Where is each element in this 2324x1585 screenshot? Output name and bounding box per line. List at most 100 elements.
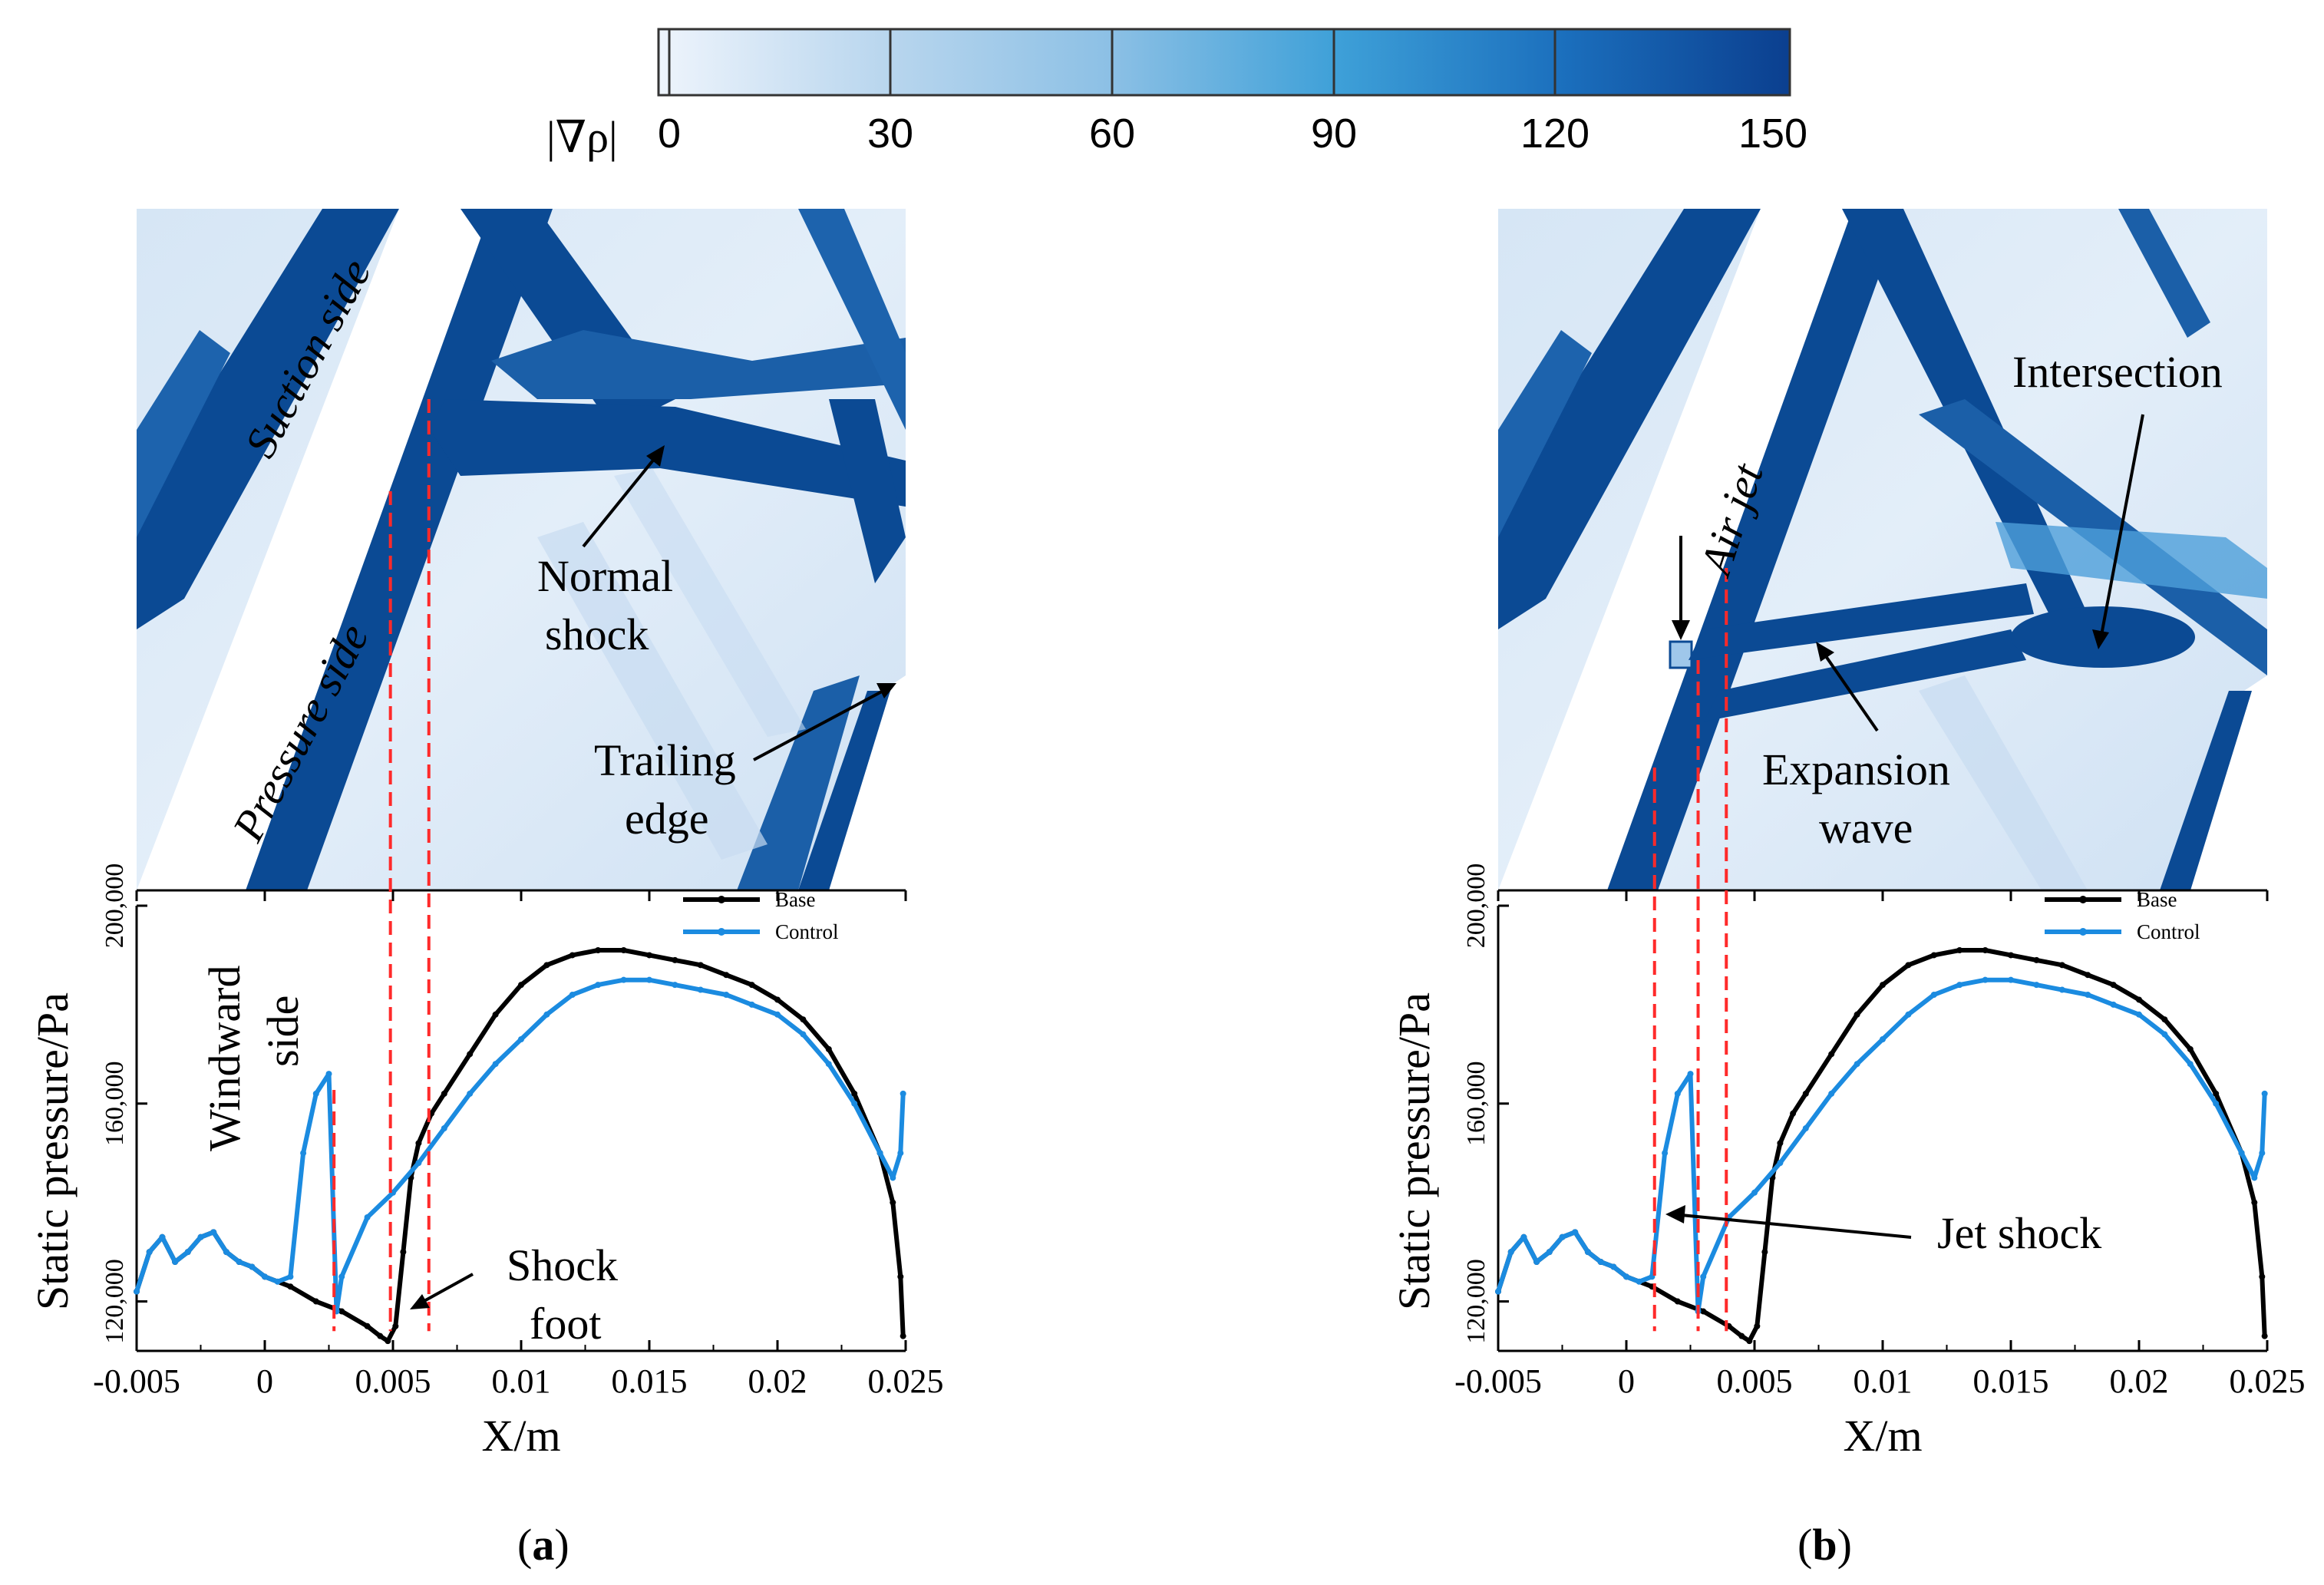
data-point-control xyxy=(595,982,602,989)
data-point-base xyxy=(2033,956,2040,963)
arrowhead-air-jet xyxy=(1672,620,1690,640)
data-point-control xyxy=(1572,1229,1579,1236)
data-point-control xyxy=(2058,986,2065,993)
label-expansion-wave-2: wave xyxy=(1819,803,1913,853)
data-point-control xyxy=(1597,1259,1604,1265)
x-tick-label: 0.025 xyxy=(2230,1362,2306,1400)
data-point-control xyxy=(146,1249,153,1256)
contour-panel-b xyxy=(1498,209,2267,890)
label-intersection: Intersection xyxy=(2012,347,2223,397)
chart-panel-b: -0.005 0 0.005 0.01 0.015 0.02 0.025 120,000 160… xyxy=(1389,568,2306,1461)
data-point-base xyxy=(748,982,755,989)
data-point-control xyxy=(2085,992,2091,998)
x-tick-label: 0 xyxy=(256,1362,273,1400)
data-point-base xyxy=(1828,1051,1835,1058)
data-point-base xyxy=(543,962,550,969)
x-tick-label: -0.005 xyxy=(93,1362,180,1400)
data-point-base xyxy=(400,1249,407,1256)
x-tick-label: 0.01 xyxy=(1854,1362,1913,1400)
data-point-control xyxy=(851,1100,858,1107)
data-point-base xyxy=(1674,1298,1681,1305)
data-point-base xyxy=(2058,962,2065,969)
data-point-base xyxy=(1700,1308,1707,1315)
legend-label-control: Control xyxy=(775,920,839,943)
data-point-base xyxy=(1982,947,1989,953)
y-tick-label: 200,000 xyxy=(1462,863,1490,949)
data-point-base xyxy=(467,1051,474,1058)
colorbar-tick-90: 90 xyxy=(1311,111,1357,157)
x-tick-label: 0 xyxy=(1618,1362,1635,1400)
data-point-control xyxy=(223,1249,229,1256)
y-tick-label: 160,000 xyxy=(1462,1062,1490,1147)
data-point-base xyxy=(518,982,524,989)
colorbar-tick-0: 0 xyxy=(658,111,681,157)
data-point-control xyxy=(134,1288,140,1295)
data-point-base xyxy=(569,952,576,959)
data-point-control xyxy=(1610,1263,1617,1270)
data-point-control xyxy=(441,1125,447,1131)
x-tick-label: 0.005 xyxy=(355,1362,431,1400)
data-point-base xyxy=(364,1322,371,1329)
data-point-control xyxy=(338,1273,345,1280)
data-point-control xyxy=(900,1090,906,1097)
data-point-control xyxy=(897,1150,904,1157)
legend-marker-base xyxy=(718,896,725,903)
x-axis-label: X/m xyxy=(1843,1411,1922,1461)
data-point-base xyxy=(1754,1322,1761,1329)
data-point-control xyxy=(723,992,730,998)
arrow-jet-shock xyxy=(1672,1213,1912,1239)
label-trailing-edge-2: edge xyxy=(625,794,709,844)
data-point-control xyxy=(210,1229,217,1236)
data-point-base xyxy=(385,1338,391,1345)
data-point-control xyxy=(197,1233,204,1240)
colorbar-symbol: |∇ρ| xyxy=(546,112,618,162)
label-shock-foot-2: foot xyxy=(530,1299,601,1349)
data-point-control xyxy=(672,982,678,989)
data-point-base xyxy=(1746,1338,1753,1345)
data-point-base xyxy=(2085,972,2091,979)
data-point-control xyxy=(1507,1249,1514,1256)
data-point-base xyxy=(851,1090,858,1097)
data-point-control xyxy=(1687,1071,1694,1078)
data-point-base xyxy=(595,947,602,953)
data-point-control xyxy=(1700,1273,1707,1280)
arrowhead-intersection xyxy=(2092,629,2109,649)
data-point-control xyxy=(1674,1090,1681,1097)
data-point-base xyxy=(415,1140,422,1147)
data-point-base xyxy=(1761,1249,1768,1256)
data-point-control xyxy=(1533,1259,1540,1265)
data-point-control xyxy=(2213,1100,2220,1107)
colorbar-tick-60: 60 xyxy=(1089,111,1135,157)
data-point-control xyxy=(2110,1001,2117,1008)
data-point-control xyxy=(800,1031,807,1038)
data-point-base xyxy=(1854,1011,1860,1018)
arrow-normal-shock xyxy=(582,448,663,548)
data-point-control xyxy=(2238,1150,2245,1157)
data-point-control xyxy=(249,1263,256,1270)
y-tick-label: 160,000 xyxy=(101,1062,129,1147)
data-point-base xyxy=(620,947,627,953)
data-point-control xyxy=(2136,1011,2142,1018)
colorbar-tick-120: 120 xyxy=(1520,111,1589,157)
data-point-control xyxy=(825,1061,832,1068)
arrow-trailing-edge xyxy=(753,685,893,761)
y-tick-label: 200,000 xyxy=(101,863,129,949)
panel-label-b: (b) xyxy=(1797,1520,1852,1570)
data-point-control xyxy=(1880,1036,1886,1042)
data-point-control xyxy=(467,1090,474,1097)
data-point-control xyxy=(2008,976,2014,983)
arrowhead-jet-shock xyxy=(1665,1205,1685,1223)
data-point-control xyxy=(1662,1150,1669,1157)
data-point-base xyxy=(1930,952,1937,959)
data-point-base xyxy=(1802,1090,1809,1097)
data-point-control xyxy=(364,1214,371,1220)
data-point-base xyxy=(392,1322,399,1329)
data-point-control xyxy=(287,1273,294,1280)
label-windward-side-1: Windward xyxy=(200,966,249,1151)
data-point-control xyxy=(1559,1233,1566,1240)
data-point-control xyxy=(300,1150,307,1157)
label-shock-foot-1: Shock xyxy=(507,1240,618,1290)
data-point-base xyxy=(723,972,730,979)
series-line-control xyxy=(1496,977,2267,1314)
